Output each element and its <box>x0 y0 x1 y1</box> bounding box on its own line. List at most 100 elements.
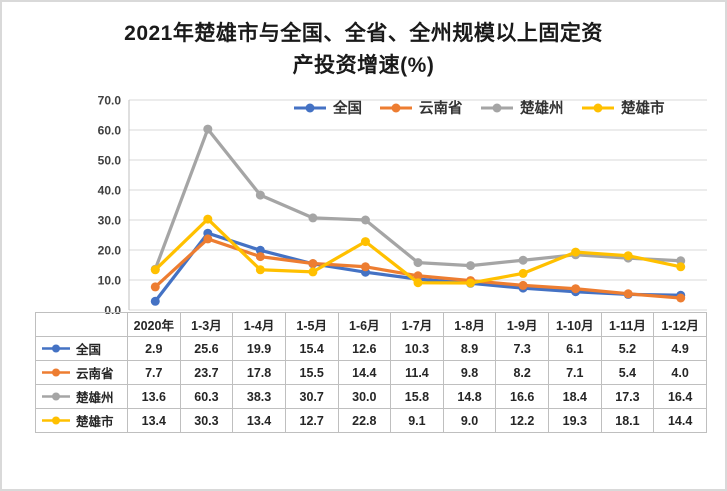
table-value-cell: 23.7 <box>179 360 234 385</box>
table-value-cell: 17.3 <box>600 384 655 409</box>
legend-key-marker <box>593 103 603 113</box>
data-point-marker <box>150 265 160 275</box>
series-name-label: 楚雄州 <box>76 391 114 405</box>
y-axis-tick-label: 0.0 <box>104 304 121 315</box>
table-row: 楚雄州 13.6 60.3 38.3 30.7 30.0 15.8 14.8 16.6 18.4 1… <box>35 384 707 409</box>
table-value-cell: 13.4 <box>232 408 286 433</box>
series-2 <box>150 124 686 274</box>
data-point-marker <box>255 265 265 275</box>
table-value-cell: 60.3 <box>179 384 234 409</box>
table-value-cell: 12.7 <box>284 408 339 433</box>
table-row: 楚雄市 13.4 30.3 13.4 12.7 22.8 9.1 9.0 12.2 19.3 18.… <box>35 408 707 433</box>
table-value-cell: 16.4 <box>653 384 707 409</box>
table-value-cell: 30.7 <box>284 384 339 409</box>
data-point-marker <box>466 278 476 288</box>
table-value-cell: 19.3 <box>548 408 602 433</box>
table-value-cell: 16.6 <box>495 384 549 409</box>
table-row: 全国 2.9 25.6 19.9 15.4 12.6 10.3 8.9 7.3 6.1 5.2 4.9 <box>35 336 707 361</box>
table-value-cell: 5.4 <box>600 360 655 385</box>
data-point-marker <box>413 258 423 268</box>
series-name-label: 全国 <box>76 343 102 357</box>
table-value-cell: 4.9 <box>653 336 707 361</box>
data-point-marker <box>308 267 318 277</box>
table-column-header: 1-8月 <box>442 312 497 337</box>
legend-key-marker <box>492 103 502 113</box>
data-point-marker <box>571 247 581 257</box>
table-value-cell: 2.9 <box>127 336 181 361</box>
data-point-marker <box>203 214 213 224</box>
data-point-marker <box>676 262 686 272</box>
series-name-label: 云南省 <box>76 367 114 381</box>
data-point-marker <box>255 245 265 255</box>
table-value-cell: 15.8 <box>390 384 444 409</box>
y-axis-tick-label: 60.0 <box>98 124 122 138</box>
table-value-cell: 9.1 <box>390 408 444 433</box>
table-corner-cell <box>35 312 128 337</box>
table-value-cell: 18.1 <box>600 408 655 433</box>
data-point-marker <box>571 284 581 294</box>
table-column-header: 1-9月 <box>495 312 549 337</box>
series-legend-key-icon <box>42 344 70 353</box>
table-column-header: 1-5月 <box>284 312 339 337</box>
table-value-cell: 9.0 <box>442 408 497 433</box>
data-point-marker <box>676 293 686 303</box>
table-column-header: 1-3月 <box>179 312 234 337</box>
table-row-header: 云南省 <box>35 360 128 385</box>
table-value-cell: 19.9 <box>232 336 286 361</box>
table-column-header: 1-10月 <box>548 312 602 337</box>
legend-item: 全国 <box>294 99 362 117</box>
y-axis-tick-label: 40.0 <box>98 184 122 198</box>
table-value-cell: 17.8 <box>232 360 286 385</box>
series-1 <box>150 234 686 303</box>
data-point-marker <box>466 261 476 271</box>
legend-label: 云南省 <box>419 99 463 117</box>
series-line <box>153 237 683 300</box>
data-point-marker <box>413 278 423 288</box>
table-value-cell: 6.1 <box>548 336 602 361</box>
y-axis-tick-label: 70.0 <box>98 94 122 108</box>
table-value-cell: 13.4 <box>127 408 181 433</box>
series-legend-key-icon <box>42 416 70 425</box>
data-point-marker <box>255 190 265 200</box>
table-value-cell: 8.2 <box>495 360 549 385</box>
table-value-cell: 8.9 <box>442 336 497 361</box>
table-value-cell: 22.8 <box>337 408 392 433</box>
table-value-cell: 7.3 <box>495 336 549 361</box>
data-point-marker <box>360 237 370 247</box>
data-point-marker <box>518 255 528 265</box>
table-value-cell: 30.0 <box>337 384 392 409</box>
table-value-cell: 38.3 <box>232 384 286 409</box>
y-axis-tick-label: 10.0 <box>98 274 122 288</box>
series-legend-key-icon <box>42 392 70 401</box>
legend-item: 楚雄市 <box>582 99 665 117</box>
legend-item: 楚雄州 <box>481 99 564 117</box>
data-point-marker <box>360 262 370 272</box>
table-value-cell: 14.4 <box>653 408 707 433</box>
table-value-cell: 13.6 <box>127 384 181 409</box>
table-row-header: 楚雄州 <box>35 384 128 409</box>
data-point-marker <box>150 296 160 306</box>
series-legend-key-icon <box>42 368 70 377</box>
legend-item: 云南省 <box>380 99 463 117</box>
table-value-cell: 11.4 <box>390 360 444 385</box>
data-point-marker <box>623 289 633 299</box>
table-value-cell: 18.4 <box>548 384 602 409</box>
y-axis-tick-label: 30.0 <box>98 214 122 228</box>
table-row-header: 全国 <box>35 336 128 361</box>
legend-label: 楚雄州 <box>520 99 564 117</box>
table-column-header: 1-12月 <box>653 312 707 337</box>
chart-data-table: 2020年 1-3月 1-4月 1-5月 1-6月 1-7月 1-8月 1-9月 1-10月 1-… <box>35 312 707 433</box>
data-point-marker <box>623 251 633 261</box>
data-point-marker <box>308 259 318 268</box>
data-point-marker <box>203 124 213 134</box>
table-value-cell: 10.3 <box>390 336 444 361</box>
table-value-cell: 14.8 <box>442 384 497 409</box>
table-column-header: 1-11月 <box>600 312 655 337</box>
table-column-header: 1-6月 <box>337 312 392 337</box>
y-axis-tick-label: 50.0 <box>98 154 122 168</box>
table-value-cell: 30.3 <box>179 408 234 433</box>
table-value-cell: 12.2 <box>495 408 549 433</box>
legend-key-marker <box>391 103 401 113</box>
data-point-marker <box>360 215 370 225</box>
